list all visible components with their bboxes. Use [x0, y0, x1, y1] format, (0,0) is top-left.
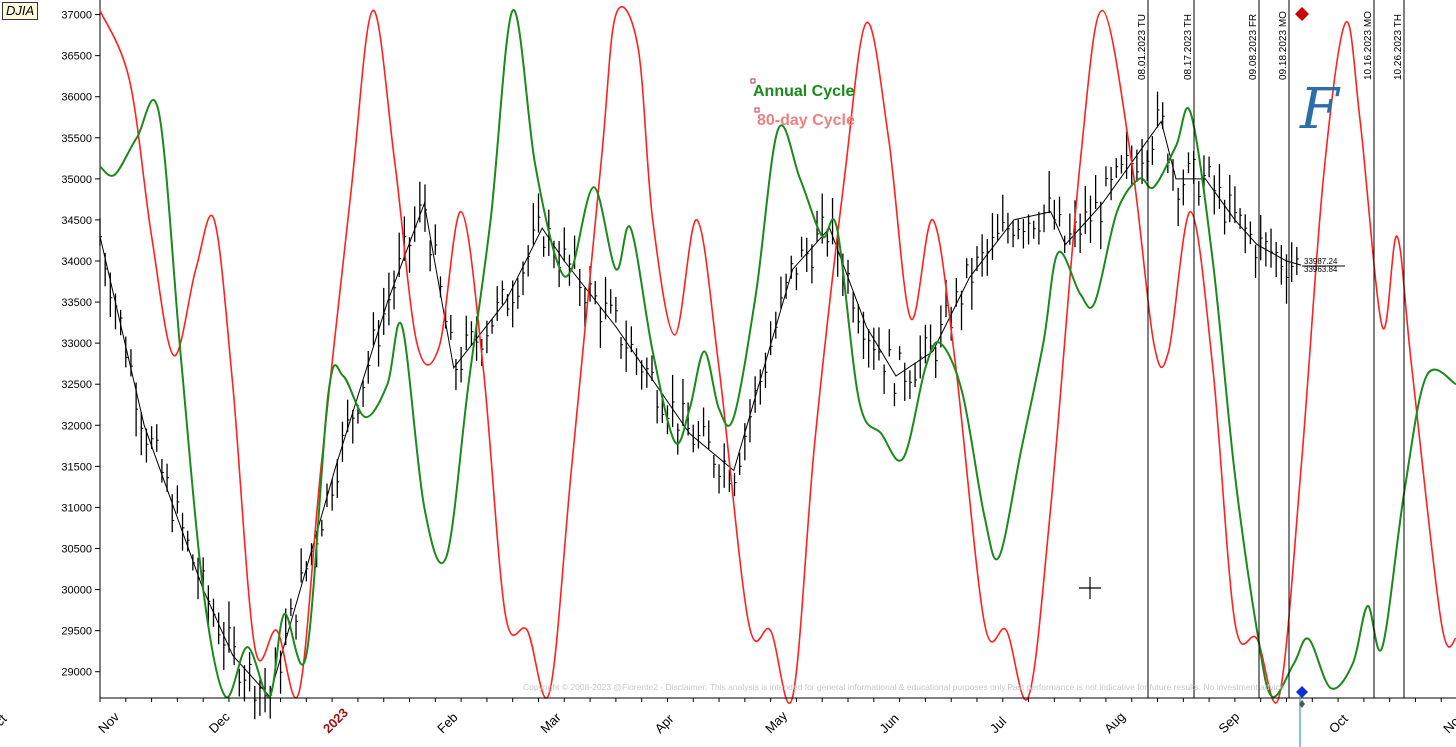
date-marker-label: 09.18.2023 MO: [1278, 11, 1289, 80]
date-marker-label: 08.17.2023 TH: [1183, 14, 1194, 80]
legend: Annual Cycle 80-day Cycle: [750, 78, 855, 129]
series-80-day-cycle: [99, 6, 1456, 705]
price-swing-line: [99, 120, 1302, 698]
legend-80-day-cycle: 80-day Cycle: [757, 112, 855, 129]
legend-annual-cycle: Annual Cycle: [753, 83, 854, 100]
legend-80day-marker: [754, 107, 760, 113]
y-tick-label: 30500: [61, 544, 92, 556]
date-marker-label: 09.08.2023 FR: [1248, 14, 1259, 80]
y-tick-label: 37000: [61, 10, 92, 22]
y-tick-label: 29500: [61, 626, 92, 638]
y-tick-label: 31500: [61, 461, 92, 473]
y-tick-label: 33500: [61, 297, 92, 309]
symbol-badge: DJIA: [2, 2, 39, 20]
y-tick-label: 32500: [61, 379, 92, 391]
x-tick-label: Dec: [206, 709, 233, 736]
y-tick-label: 35000: [61, 174, 92, 186]
x-tick-label: Nov: [95, 709, 122, 736]
y-tick-label: 33000: [61, 338, 92, 350]
y-tick-label: 30000: [61, 585, 92, 597]
x-axis: SepOctNovDec2023FebMarAprMayJunJulAugSep…: [0, 697, 1456, 736]
cycle-series: [99, 6, 1456, 705]
x-tick-label: Apr: [652, 711, 677, 736]
blue-diamond-icon: [1296, 686, 1308, 747]
y-tick-label: 32000: [61, 420, 92, 432]
copyright-text: Copyright © 2008-2023 @Fiorente2 - Discl…: [523, 682, 1287, 692]
x-tick-label: 2023: [320, 705, 351, 736]
last-price-label-0: 33963.84: [1304, 265, 1338, 274]
y-tick-label: 34500: [61, 215, 92, 227]
x-tick-label: Jun: [876, 711, 901, 736]
y-tick-label: 29000: [61, 667, 92, 679]
y-tick-label: 36000: [61, 92, 92, 104]
y-axis: 29000 29500 30000 30500 31000 31500 32000 32500…: [61, 0, 101, 698]
y-tick-label: 35500: [61, 133, 92, 145]
price-bars: [99, 91, 1299, 720]
red-diamond-icon: [1295, 7, 1309, 21]
y-tick-label: 34000: [61, 256, 92, 268]
x-tick-label: Sep: [1215, 709, 1242, 736]
last-price-label-1: 33987.24: [1304, 257, 1338, 266]
date-markers: 08.01.2023 TU 08.17.2023 TH 09.08.2023 FR 0…: [1137, 0, 1405, 698]
x-tick-label: Mar: [537, 709, 564, 736]
y-tick-label: 31000: [61, 502, 92, 514]
date-marker-label: 10.16.2023 MO: [1363, 11, 1374, 80]
series-annual-cycle: [99, 9, 1456, 699]
crosshair-cursor: [1079, 577, 1101, 599]
x-tick-label: Oct: [1326, 711, 1351, 736]
y-tick-label: 36500: [61, 51, 92, 63]
x-tick-label: Jul: [987, 714, 1009, 736]
x-tick-label: May: [762, 708, 790, 736]
date-marker-label: 10.26.2023 TH: [1393, 14, 1404, 80]
x-tick-label: Nov: [1440, 709, 1456, 736]
x-tick-label: Oct: [0, 711, 10, 736]
last-price-labels: 33987.24 33963.84: [1302, 257, 1345, 274]
x-tick-label: Feb: [434, 710, 460, 736]
legend-annual-marker: [750, 78, 756, 84]
x-tick-label: Aug: [1101, 709, 1128, 736]
date-marker-label: 08.01.2023 TU: [1137, 14, 1148, 80]
logo-icon: F: [1300, 77, 1339, 142]
